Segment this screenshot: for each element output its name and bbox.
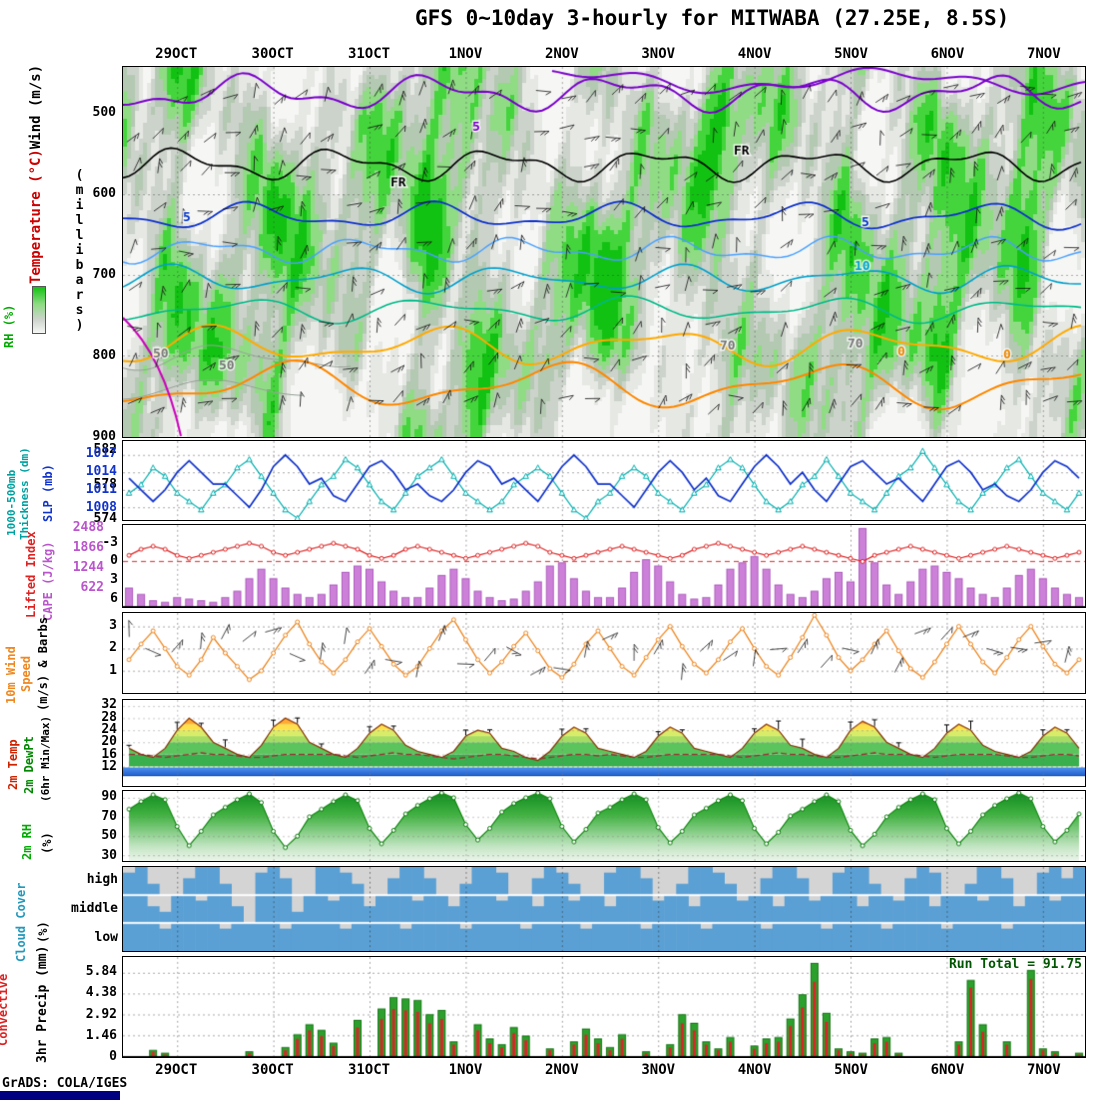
date-label-top: 7NOV xyxy=(1026,46,1061,62)
date-label-bottom: 2NOV xyxy=(544,1062,579,1078)
ylabel-minmax: (6hr Min/Max) xyxy=(39,715,52,802)
cloud-row-label: middle xyxy=(71,901,118,916)
cloud-row-label: low xyxy=(94,929,118,945)
wind-tick: 2 xyxy=(109,640,117,656)
rh-tick: 30 xyxy=(101,848,117,864)
precip-tick: 0 xyxy=(109,1049,117,1064)
li-tick: 0 xyxy=(110,553,118,569)
ylabel-thickness-1: 1000-500mb xyxy=(5,469,18,536)
cape-tick: 1866 xyxy=(72,539,104,555)
ylabel-cloud-pct: (%) xyxy=(36,921,50,943)
cape-tick: 1244 xyxy=(72,559,104,575)
ylabel-convective: Convective xyxy=(0,973,10,1046)
ylabel-slp: SLP (mb) xyxy=(41,464,55,522)
cape-tick: 2488 xyxy=(72,519,104,535)
li-tick: 3 xyxy=(110,572,118,587)
ylabel-rh-shading: RH (%) xyxy=(2,304,16,348)
ylabel-cape: CAPE (J/kg) xyxy=(41,541,55,621)
date-label-top: 29OCT xyxy=(155,46,198,62)
ylabel-2m-rh-pct: (%) xyxy=(40,832,54,854)
date-label-bottom: 30OCT xyxy=(251,1062,294,1078)
wind-tick: 1 xyxy=(109,663,117,679)
ylabel-temperature: Temperature (°C) xyxy=(28,149,44,284)
ylabel-cloud-cover: Cloud Cover xyxy=(14,882,28,962)
grads-logo-bar xyxy=(0,1091,120,1100)
li-tick: 6 xyxy=(110,590,118,606)
rh-tick: 90 xyxy=(101,788,117,804)
rh-tick: 50 xyxy=(101,828,117,844)
temp-dewpt-panel xyxy=(122,699,1086,787)
date-label-top: 3NOV xyxy=(641,46,676,62)
precip-tick: 4.38 xyxy=(85,985,117,1001)
date-label-bottom: 31OCT xyxy=(347,1062,391,1078)
thickness-tick: 578 xyxy=(93,476,117,492)
temp-tick: 24 xyxy=(101,721,117,737)
temp-tick: 20 xyxy=(101,734,117,750)
slp-thickness-panel xyxy=(122,440,1086,521)
pressure-tick: 800 xyxy=(92,348,116,363)
pressure-tick: 700 xyxy=(92,267,116,282)
thickness-tick: 582 xyxy=(93,442,117,458)
temp-tick: 12 xyxy=(101,758,117,774)
date-label-bottom: 4NOV xyxy=(737,1062,772,1078)
li-cape-panel xyxy=(122,524,1086,608)
pressure-tick: 900 xyxy=(92,429,116,444)
wind-tick: 3 xyxy=(109,617,117,633)
date-label-top: 6NOV xyxy=(930,46,965,62)
date-label-top: 5NOV xyxy=(834,46,868,62)
date-label-bottom: 7NOV xyxy=(1026,1062,1061,1078)
date-label-top: 2NOV xyxy=(544,46,579,62)
ylabel-thickness-2: Thickness (dm) xyxy=(18,447,31,540)
date-label-top: 1NOV xyxy=(448,46,483,62)
ylabel-10m-barbs: (m/s) & Barbs xyxy=(36,617,50,711)
ylabel-2m-rh: 2m RH xyxy=(20,823,34,860)
li-tick: -3 xyxy=(102,534,118,550)
wind10m-panel xyxy=(122,612,1086,694)
ylabel-millibars: (millibars) xyxy=(72,168,87,333)
ylabel-10m-speed: Speed xyxy=(19,655,33,692)
slp-tick: 1017 xyxy=(85,446,117,462)
ylabel-2m-temp: 2m Temp xyxy=(6,739,20,790)
date-label-bottom: 5NOV xyxy=(834,1062,868,1078)
date-label-top: 31OCT xyxy=(347,46,391,62)
cape-tick: 622 xyxy=(80,579,104,595)
date-label-top: 30OCT xyxy=(251,46,294,62)
grads-credit: GrADS: COLA/IGES xyxy=(2,1076,128,1091)
precip-tick: 2.92 xyxy=(85,1006,117,1022)
date-label-bottom: 3NOV xyxy=(641,1062,676,1078)
date-label-bottom: 6NOV xyxy=(930,1062,965,1078)
temp-tick: 32 xyxy=(101,697,117,713)
cross-section-panel xyxy=(122,66,1086,438)
ylabel-3hr-precip: 3hr Precip (mm) xyxy=(35,945,50,1063)
slp-tick: 1011 xyxy=(85,482,117,498)
precip-panel xyxy=(122,956,1086,1058)
ylabel-lifted-index: Lifted Index xyxy=(24,531,38,618)
pressure-tick: 500 xyxy=(92,105,116,120)
ylabel-wind: Wind (m/s) xyxy=(28,64,44,150)
ylabel-2m-dewpt: 2m DewPt xyxy=(22,736,36,794)
run-total-label: Run Total = 91.75 xyxy=(948,957,1082,972)
ylabel-10m-wind: 10m Wind xyxy=(4,646,18,704)
date-label-bottom: 29OCT xyxy=(155,1062,198,1078)
cloud-cover-panel xyxy=(122,866,1086,952)
precip-tick: 5.84 xyxy=(85,964,117,980)
rh-tick: 70 xyxy=(101,808,117,824)
precip-tick: 1.46 xyxy=(85,1027,117,1043)
date-label-top: 4NOV xyxy=(737,46,772,62)
date-label-bottom: 1NOV xyxy=(448,1062,483,1078)
slp-tick: 1008 xyxy=(85,499,117,515)
temp-tick: 28 xyxy=(101,709,117,725)
page-title: GFS 0~10day 3-hourly for MITWABA (27.25E… xyxy=(415,6,1010,30)
thickness-tick: 574 xyxy=(93,511,117,527)
cloud-row-label: high xyxy=(86,872,118,888)
slp-tick: 1014 xyxy=(85,464,117,480)
rh-colorbar-legend xyxy=(32,286,46,334)
ylabel-temp-wind: Temperature (°C)Wind (m/s) xyxy=(28,65,44,284)
rh2m-panel xyxy=(122,790,1086,862)
temp-tick: 16 xyxy=(101,746,117,762)
pressure-tick: 600 xyxy=(92,186,116,201)
